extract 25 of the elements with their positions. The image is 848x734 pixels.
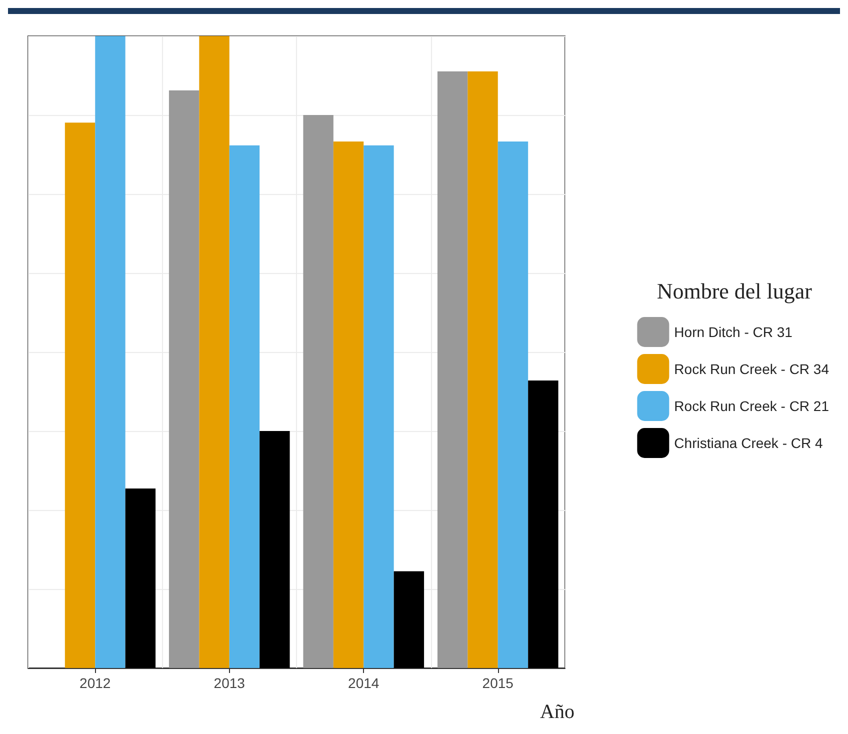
bar <box>498 142 528 668</box>
legend-label: Christiana Creek - CR 4 <box>674 435 823 451</box>
bar <box>437 71 468 668</box>
bar <box>468 71 498 668</box>
bar <box>333 142 364 668</box>
bar <box>199 36 230 668</box>
legend-label: Rock Run Creek - CR 34 <box>674 361 830 377</box>
bar <box>125 488 156 668</box>
x-tick-label: 2012 <box>80 675 111 691</box>
legend-title: Nombre del lugar <box>656 278 813 304</box>
bar <box>364 145 394 668</box>
bar <box>168 90 200 668</box>
bar <box>260 431 290 668</box>
bar <box>64 122 96 668</box>
x-axis-title: Año <box>540 701 574 723</box>
legend-label: Rock Run Creek - CR 21 <box>674 398 830 414</box>
bar <box>528 380 558 668</box>
legend-label: Horn Ditch - CR 31 <box>674 324 793 340</box>
x-tick-label: 2015 <box>482 675 514 691</box>
bar <box>303 115 334 668</box>
x-tick-label: 2013 <box>214 675 246 691</box>
x-tick-label: 2014 <box>348 675 380 691</box>
bar <box>229 145 260 668</box>
bar <box>95 36 126 668</box>
bar <box>394 571 424 668</box>
